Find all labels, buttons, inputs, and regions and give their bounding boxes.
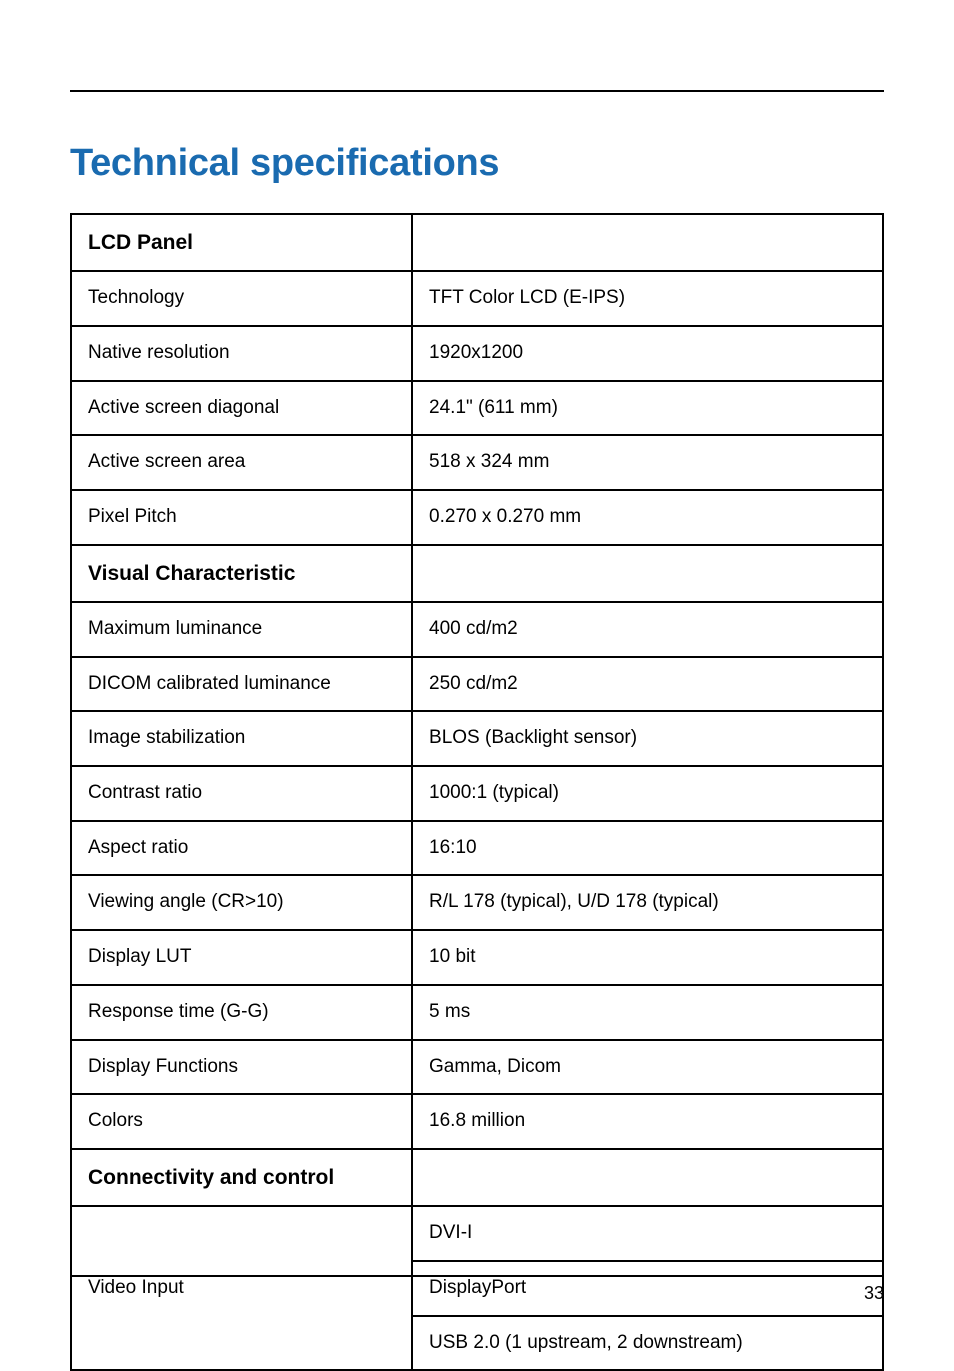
table-row: Colors 16.8 million: [71, 1094, 883, 1149]
table-row: Viewing angle (CR>10) R/L 178 (typical),…: [71, 875, 883, 930]
page-footer: 33: [70, 1275, 884, 1304]
spec-label: Colors: [71, 1094, 412, 1149]
table-row: Aspect ratio 16:10: [71, 821, 883, 876]
table-row: Pixel Pitch 0.270 x 0.270 mm: [71, 490, 883, 545]
spec-value: 5 ms: [412, 985, 883, 1040]
spec-label: Aspect ratio: [71, 821, 412, 876]
spec-label: Active screen area: [71, 435, 412, 490]
table-row: Active screen area 518 x 324 mm: [71, 435, 883, 490]
section-value: [412, 545, 883, 602]
spec-label: Display LUT: [71, 930, 412, 985]
table-row: Contrast ratio 1000:1 (typical): [71, 766, 883, 821]
table-row: Active screen diagonal 24.1" (611 mm): [71, 381, 883, 436]
spec-value: 0.270 x 0.270 mm: [412, 490, 883, 545]
spec-value: R/L 178 (typical), U/D 178 (typical): [412, 875, 883, 930]
top-divider: [70, 90, 884, 92]
section-value: [412, 1149, 883, 1206]
spec-value: 16:10: [412, 821, 883, 876]
spec-label: Display Functions: [71, 1040, 412, 1095]
spec-value: BLOS (Backlight sensor): [412, 711, 883, 766]
table-row: Display Functions Gamma, Dicom: [71, 1040, 883, 1095]
section-header: Visual Characteristic: [71, 545, 412, 602]
table-row: Visual Characteristic: [71, 545, 883, 602]
spec-value: TFT Color LCD (E-IPS): [412, 271, 883, 326]
table-row: Native resolution 1920x1200: [71, 326, 883, 381]
spec-value: 400 cd/m2: [412, 602, 883, 657]
spec-label: Native resolution: [71, 326, 412, 381]
table-row: Image stabilization BLOS (Backlight sens…: [71, 711, 883, 766]
section-header: LCD Panel: [71, 214, 412, 271]
table-row: Video Input DVI-I: [71, 1206, 883, 1261]
section-value: [412, 214, 883, 271]
table-row: Response time (G-G) 5 ms: [71, 985, 883, 1040]
spec-value: 250 cd/m2: [412, 657, 883, 712]
spec-value: USB 2.0 (1 upstream, 2 downstream): [412, 1316, 883, 1371]
spec-label: Active screen diagonal: [71, 381, 412, 436]
spec-value: DVI-I: [412, 1206, 883, 1261]
table-row: Technology TFT Color LCD (E-IPS): [71, 271, 883, 326]
spec-table: LCD Panel Technology TFT Color LCD (E-IP…: [70, 213, 884, 1371]
spec-label: DICOM calibrated luminance: [71, 657, 412, 712]
page: Technical specifications LCD Panel Techn…: [0, 0, 954, 1352]
page-title: Technical specifications: [70, 142, 884, 185]
spec-label: Response time (G-G): [71, 985, 412, 1040]
page-number: 33: [70, 1277, 884, 1304]
spec-label: Maximum luminance: [71, 602, 412, 657]
spec-label: Technology: [71, 271, 412, 326]
table-row: Display LUT 10 bit: [71, 930, 883, 985]
spec-value: 10 bit: [412, 930, 883, 985]
table-row: DICOM calibrated luminance 250 cd/m2: [71, 657, 883, 712]
spec-value: Gamma, Dicom: [412, 1040, 883, 1095]
table-row: LCD Panel: [71, 214, 883, 271]
spec-value: 1920x1200: [412, 326, 883, 381]
spec-value: 518 x 324 mm: [412, 435, 883, 490]
spec-label: Image stabilization: [71, 711, 412, 766]
section-header: Connectivity and control: [71, 1149, 412, 1206]
spec-value: 16.8 million: [412, 1094, 883, 1149]
table-row: Maximum luminance 400 cd/m2: [71, 602, 883, 657]
spec-label: Contrast ratio: [71, 766, 412, 821]
spec-value: 24.1" (611 mm): [412, 381, 883, 436]
spec-label: Viewing angle (CR>10): [71, 875, 412, 930]
spec-value: 1000:1 (typical): [412, 766, 883, 821]
spec-label: Pixel Pitch: [71, 490, 412, 545]
table-row: Connectivity and control: [71, 1149, 883, 1206]
